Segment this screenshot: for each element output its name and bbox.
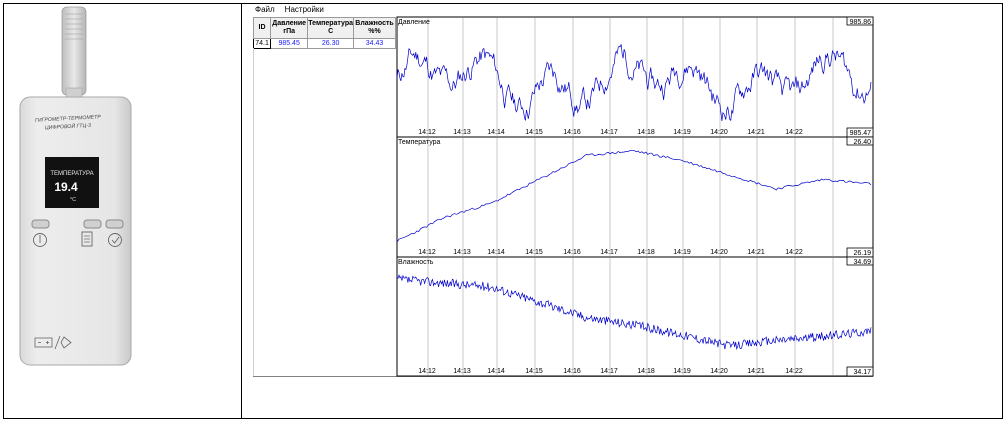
cell-humidity: 34.43 (353, 38, 396, 49)
cell-id: 74.1 (252, 38, 272, 49)
col-header-humidity[interactable]: Влажность%% (353, 17, 396, 39)
screen-label: ТЕМПЕРАТУРА (50, 171, 93, 177)
power-icon (33, 233, 47, 247)
menu-file[interactable]: Файл (255, 5, 275, 14)
col-header-id[interactable]: ID (252, 17, 272, 39)
readings-table: ID Давление гПа Температура C Влажность%% … (252, 17, 396, 49)
device-photo: ГИГРОМЕТР-ТЕРМОМЕТР ЦИФРОВОЙ ГТЦ-3 ТЕМПЕ… (19, 6, 132, 366)
col-header-temperature[interactable]: Температура C (307, 17, 354, 39)
device-screen (45, 157, 99, 208)
col-header-pressure[interactable]: Давление гПа (270, 17, 309, 39)
battery-usb-icon (34, 335, 72, 350)
device-title-1: ГИГРОМЕТР-ТЕРМОМЕТР (35, 114, 102, 123)
checkmark-icon (108, 233, 122, 247)
device-button-middle (83, 219, 102, 229)
cell-temperature: 26.30 (307, 38, 354, 49)
table-row[interactable]: 74.1 985.45 26.30 34.43 (252, 38, 396, 49)
outer-frame (3, 3, 1003, 419)
device-button-left (31, 219, 50, 229)
screen-unit: °C (70, 197, 76, 203)
table-empty-area (253, 48, 397, 376)
device-title-2: ЦИФРОВОЙ ГТЦ-3 (45, 121, 91, 131)
menu-settings[interactable]: Настройки (284, 5, 324, 14)
cell-pressure: 985.45 (270, 38, 309, 49)
menu-bar: Файл Настройки (254, 5, 325, 17)
frame-divider (241, 3, 242, 419)
document-icon (81, 231, 93, 247)
bottom-border (253, 376, 873, 377)
device-button-right (105, 219, 124, 229)
screen-value: 19.4 (54, 180, 78, 194)
